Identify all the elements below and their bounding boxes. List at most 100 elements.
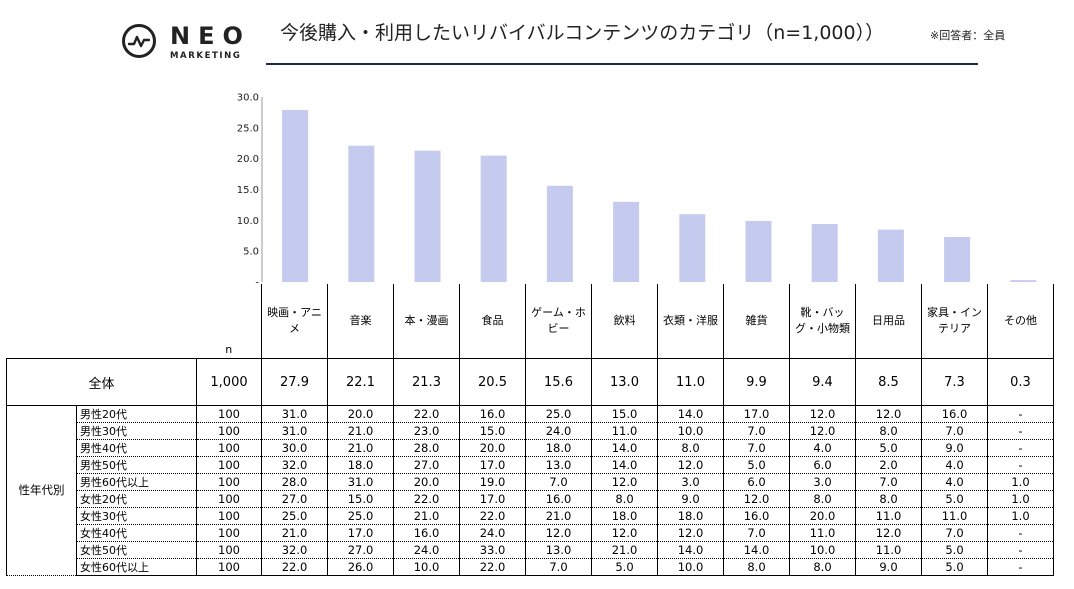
segment-n: 100 <box>196 422 262 440</box>
logo-pulse-icon <box>122 24 156 58</box>
segment-value: 1.0 <box>987 507 1054 525</box>
segment-value: 2.0 <box>855 456 922 474</box>
segment-n: 100 <box>196 439 262 457</box>
segment-value: 12.0 <box>657 456 724 474</box>
total-value: 11.0 <box>657 358 724 406</box>
segment-value: 14.0 <box>591 439 658 457</box>
segment-value: 22.0 <box>393 490 460 508</box>
segment-value: 7.0 <box>525 558 592 576</box>
y-tick-label: 10.0 <box>237 216 259 227</box>
header-blank <box>7 284 197 359</box>
segment-value: 22.0 <box>459 558 526 576</box>
bar-4 <box>480 155 507 282</box>
segment-value: 31.0 <box>261 405 328 423</box>
category-header: 日用品 <box>855 284 922 359</box>
y-axis: - 5.0 10.0 15.0 20.0 25.0 30.0 <box>237 93 263 289</box>
segment-value: 10.0 <box>657 422 724 440</box>
total-value: 21.3 <box>393 358 460 406</box>
segment-value: 28.0 <box>261 473 328 491</box>
segment-value: 25.0 <box>327 507 394 525</box>
segment-value: 1.0 <box>987 490 1054 508</box>
segment-value: 11.0 <box>921 507 988 525</box>
bar-8 <box>745 220 772 282</box>
segment-value: 25.0 <box>261 507 328 525</box>
bar-12 <box>1010 280 1037 282</box>
segment-value: 11.0 <box>855 507 922 525</box>
segment-value: 32.0 <box>261 456 328 474</box>
category-header: 音楽 <box>327 284 394 359</box>
bar-chart: - 5.0 10.0 15.0 20.0 25.0 30.0 <box>237 93 1037 289</box>
segment-value: 3.0 <box>789 473 856 491</box>
segment-label: 女性60代以上 <box>76 558 197 576</box>
segment-n: 100 <box>196 405 262 423</box>
segment-value: 32.0 <box>261 541 328 559</box>
chart-title: 今後購入・利用したいリバイバルコンテンツのカテゴリ（n=1,000）） <box>280 22 885 44</box>
segment-value: - <box>987 422 1054 440</box>
segment-label: 男性30代 <box>76 422 197 440</box>
segment-value: 12.0 <box>789 405 856 423</box>
segment-value: 27.0 <box>261 490 328 508</box>
total-label: 全体 <box>6 358 197 406</box>
table-row: 女性30代 100 25.0 25.0 21.0 22.0 21.0 18.0 18.0 16.0… <box>7 507 1054 525</box>
segment-label: 男性40代 <box>76 439 197 457</box>
segment-value: 4.0 <box>921 456 988 474</box>
y-tick-label: 30.0 <box>237 93 259 104</box>
bar-series <box>282 109 1037 282</box>
category-header: 飲料 <box>591 284 658 359</box>
segment-value: 24.0 <box>459 524 526 542</box>
segment-value: 24.0 <box>525 422 592 440</box>
segment-value: 5.0 <box>591 558 658 576</box>
segment-value: 4.0 <box>921 473 988 491</box>
segment-value: 10.0 <box>789 541 856 559</box>
total-value: 7.3 <box>921 358 988 406</box>
segment-value: 7.0 <box>525 473 592 491</box>
segment-value: 21.0 <box>261 524 328 542</box>
table-row: 男性40代 100 30.0 21.0 28.0 20.0 18.0 14.0 8.0 7.0 4.… <box>7 439 1054 457</box>
segment-n: 100 <box>196 541 262 559</box>
segment-value: 15.0 <box>327 490 394 508</box>
segment-value: 22.0 <box>261 558 328 576</box>
segment-value: 17.0 <box>723 405 790 423</box>
segment-value: 20.0 <box>789 507 856 525</box>
segment-value: 4.0 <box>789 439 856 457</box>
segment-value: - <box>987 456 1054 474</box>
segment-label: 女性50代 <box>76 541 197 559</box>
category-header: 雑貨 <box>723 284 790 359</box>
segment-value: 7.0 <box>723 422 790 440</box>
y-tick-label: 5.0 <box>243 247 259 258</box>
bar-7 <box>679 214 706 282</box>
total-value: 15.6 <box>525 358 592 406</box>
total-value: 8.5 <box>855 358 922 406</box>
segment-value: 27.0 <box>327 541 394 559</box>
segment-n: 100 <box>196 524 262 542</box>
segment-value: 14.0 <box>591 456 658 474</box>
segment-value: 21.0 <box>327 439 394 457</box>
segment-value: 18.0 <box>591 507 658 525</box>
neo-marketing-logo: NEO MARKETING <box>120 22 250 64</box>
segment-value: 15.0 <box>459 422 526 440</box>
segment-value: 12.0 <box>591 524 658 542</box>
segment-value: 9.0 <box>921 439 988 457</box>
segment-value: 13.0 <box>525 541 592 559</box>
segment-value: 8.0 <box>657 439 724 457</box>
table-row: 男性60代以上 100 28.0 31.0 20.0 19.0 7.0 12.0 3.0 6.0 3… <box>7 473 1054 491</box>
segment-value: 16.0 <box>723 507 790 525</box>
segment-label: 男性50代 <box>76 456 197 474</box>
segment-value: - <box>987 558 1054 576</box>
segment-n: 100 <box>196 558 262 576</box>
segment-value: 9.0 <box>657 490 724 508</box>
bar-9 <box>811 224 838 282</box>
total-value: 9.4 <box>789 358 856 406</box>
bar-10 <box>877 229 904 282</box>
logo-wordmark: NEO <box>170 22 251 50</box>
segment-value: 22.0 <box>393 405 460 423</box>
segment-label: 女性30代 <box>76 507 197 525</box>
table-row: 女性20代 100 27.0 15.0 22.0 17.0 16.0 8.0 9.0 12.0 8.… <box>7 490 1054 508</box>
segment-label: 男性60代以上 <box>76 473 197 491</box>
segment-value: 25.0 <box>525 405 592 423</box>
segment-value: 6.0 <box>789 456 856 474</box>
segment-value: 21.0 <box>327 422 394 440</box>
segment-value: 17.0 <box>459 490 526 508</box>
segment-value: 5.0 <box>921 490 988 508</box>
segment-value: 21.0 <box>393 507 460 525</box>
